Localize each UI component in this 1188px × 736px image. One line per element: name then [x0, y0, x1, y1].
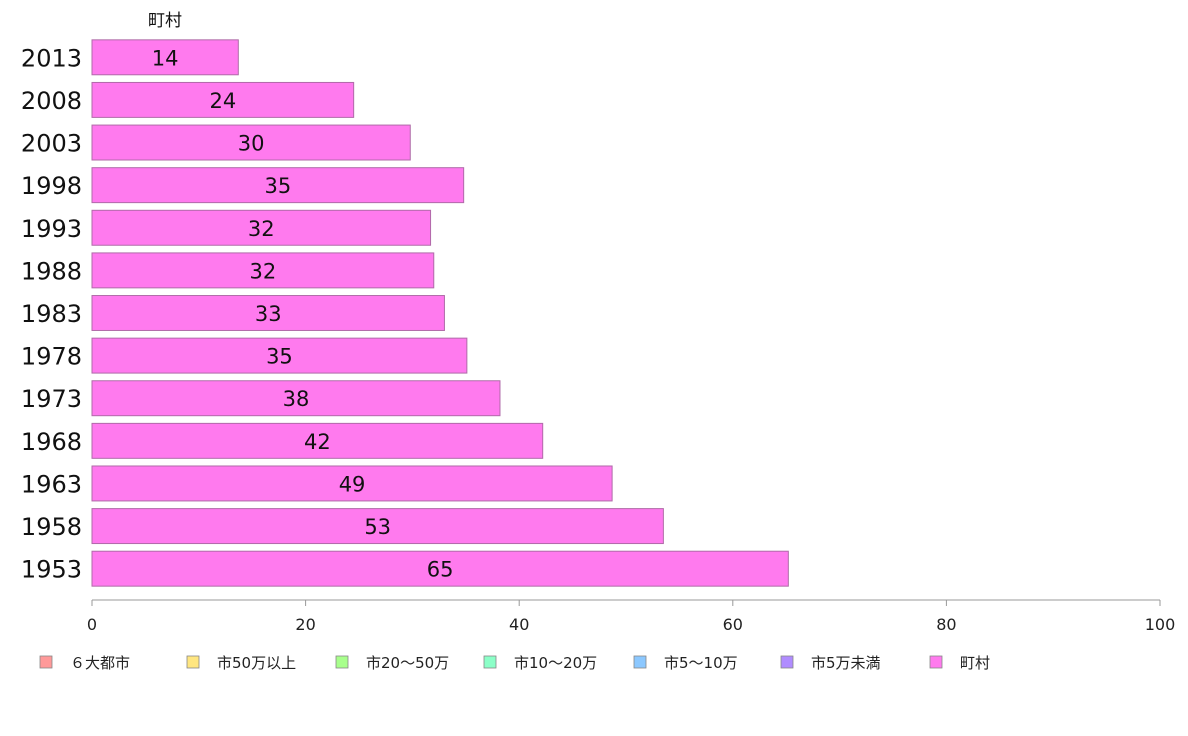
legend: ６大都市 市50万以上 市20〜50万 市10〜20万 市5〜10万 市5万未満 町村: [39, 654, 990, 672]
bar-value-label-1958: 53: [364, 515, 391, 539]
bar-2013: [91, 39, 239, 76]
bar-1978: [91, 337, 468, 374]
legend-label-3: 市10〜20万: [514, 654, 597, 672]
bar-1953: [91, 550, 789, 587]
bar-value-label-1988: 32: [250, 259, 277, 283]
bar-1968: [91, 422, 544, 459]
bar-value-label-2003: 30: [238, 132, 265, 156]
bar-value-label-1998: 35: [264, 174, 291, 198]
bar-1988: [91, 252, 435, 289]
bar-1983: [91, 295, 445, 331]
category-label-1998: 1998: [21, 172, 82, 200]
category-label-2003: 2003: [21, 130, 82, 158]
legend-swatch-5: [780, 655, 794, 669]
bar-1963: [91, 465, 613, 502]
bar-value-label-2008: 24: [209, 89, 236, 113]
category-label-2008: 2008: [21, 87, 82, 115]
bar-value-label-1993: 32: [248, 217, 275, 241]
x-tick-label-20: 20: [295, 615, 315, 634]
x-axis: 0 20 40 60 80 100: [87, 599, 1176, 634]
series-title: 町村: [148, 11, 182, 31]
legend-swatch-2: [335, 655, 349, 669]
category-label-1978: 1978: [21, 343, 82, 371]
x-tick-label-80: 80: [936, 615, 956, 634]
category-label-1963: 1963: [21, 470, 82, 498]
legend-label-5: 市5万未満: [811, 654, 881, 672]
legend-swatch-0: [39, 655, 53, 669]
x-tick-label-0: 0: [87, 615, 97, 634]
x-tick-label-60: 60: [723, 615, 743, 634]
legend-swatch-4: [633, 655, 647, 669]
bar-2008: [91, 81, 355, 118]
bar-1993: [91, 209, 432, 246]
category-label-1958: 1958: [21, 513, 82, 541]
x-tick-label-40: 40: [509, 615, 529, 634]
bar-value-label-1973: 38: [283, 387, 310, 411]
bar-2003: [91, 124, 411, 161]
legend-swatch-1: [186, 655, 200, 669]
bar-value-label-1968: 42: [304, 430, 331, 454]
category-label-2013: 2013: [21, 44, 82, 72]
legend-swatch-3: [483, 655, 497, 669]
bar-value-label-2013: 14: [152, 46, 179, 70]
legend-label-1: 市50万以上: [217, 654, 296, 672]
legend-label-4: 市5〜10万: [664, 654, 738, 672]
legend-label-2: 市20〜50万: [366, 654, 449, 672]
category-label-1953: 1953: [21, 556, 82, 584]
legend-label-0: ６大都市: [70, 654, 130, 672]
category-label-1993: 1993: [21, 215, 82, 243]
bar-1973: [91, 380, 501, 417]
bar-1998: [91, 167, 465, 204]
legend-swatch-6: [929, 655, 943, 669]
bar-value-label-1983: 33: [255, 302, 282, 326]
category-label-1988: 1988: [21, 257, 82, 285]
x-tick-label-100: 100: [1145, 615, 1176, 634]
category-label-1968: 1968: [21, 428, 82, 456]
bar-value-label-1953: 65: [427, 558, 454, 582]
category-label-1973: 1973: [21, 385, 82, 413]
bar-value-label-1963: 49: [339, 472, 366, 496]
bars-group: 14 2013 24 2008 30 2003 35 1998 32 1993 32 1988 33 19…: [21, 39, 789, 587]
category-label-1983: 1983: [21, 300, 82, 328]
legend-label-6: 町村: [960, 654, 990, 672]
bar-1958: [91, 508, 664, 545]
bar-value-label-1978: 35: [266, 345, 293, 369]
